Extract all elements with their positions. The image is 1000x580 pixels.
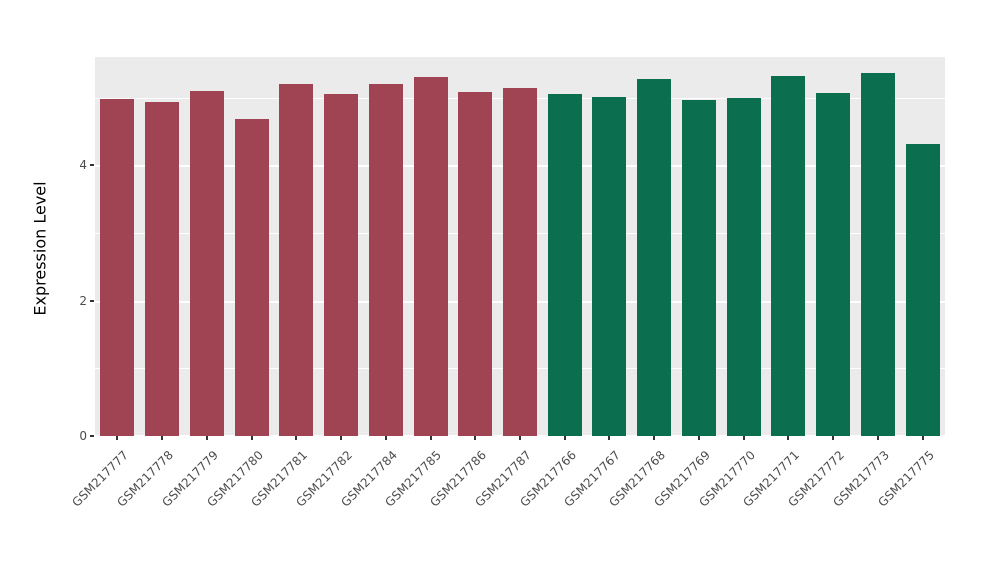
x-tick-mark bbox=[519, 436, 521, 440]
y-tick-mark bbox=[90, 164, 94, 167]
x-tick-mark bbox=[474, 436, 477, 440]
y-axis-title: Expression Level bbox=[30, 181, 50, 316]
x-tick-mark bbox=[250, 436, 253, 440]
x-tick-mark bbox=[921, 436, 924, 440]
bar-GSM217766 bbox=[547, 94, 582, 436]
x-tick-mark bbox=[384, 436, 387, 440]
x-tick-mark bbox=[295, 436, 298, 440]
bar-GSM217768 bbox=[637, 78, 672, 436]
bar-GSM217770 bbox=[726, 98, 761, 436]
x-tick-mark bbox=[608, 436, 611, 440]
y-tick-mark bbox=[90, 299, 94, 302]
bar-GSM217780 bbox=[234, 118, 269, 436]
bar-GSM217786 bbox=[458, 92, 493, 436]
x-tick-mark bbox=[653, 436, 656, 440]
x-tick-mark bbox=[876, 436, 879, 440]
bar-GSM217787 bbox=[503, 88, 537, 436]
bar-GSM217779 bbox=[189, 90, 224, 436]
bar-GSM217773 bbox=[860, 72, 895, 436]
x-tick-mark bbox=[205, 436, 208, 440]
x-tick-mark bbox=[787, 436, 790, 440]
bar-GSM217771 bbox=[771, 75, 806, 436]
bar-GSM217769 bbox=[681, 100, 716, 436]
x-tick-mark bbox=[742, 436, 745, 440]
x-tick-mark bbox=[116, 436, 119, 440]
bar-GSM217778 bbox=[145, 101, 180, 436]
x-tick-mark bbox=[340, 436, 343, 440]
x-tick-mark bbox=[832, 436, 835, 440]
y-tick-label: 2 bbox=[79, 293, 87, 308]
plot-panel bbox=[95, 57, 945, 437]
bar-GSM217767 bbox=[592, 96, 627, 436]
x-tick-mark bbox=[429, 436, 432, 440]
bar-GSM217785 bbox=[413, 77, 448, 436]
y-tick-mark bbox=[90, 435, 94, 437]
x-tick-mark bbox=[563, 436, 566, 440]
x-tick-mark bbox=[161, 436, 164, 440]
bar-GSM217777 bbox=[100, 98, 135, 436]
bar-GSM217775 bbox=[905, 144, 940, 436]
bar-GSM217772 bbox=[816, 92, 851, 436]
bar-GSM217784 bbox=[368, 84, 403, 436]
x-tick-mark bbox=[697, 436, 700, 440]
bar-GSM217781 bbox=[279, 84, 314, 436]
bar-GSM217782 bbox=[324, 94, 359, 436]
y-tick-label: 0 bbox=[79, 429, 87, 443]
y-tick-label: 4 bbox=[79, 158, 87, 173]
